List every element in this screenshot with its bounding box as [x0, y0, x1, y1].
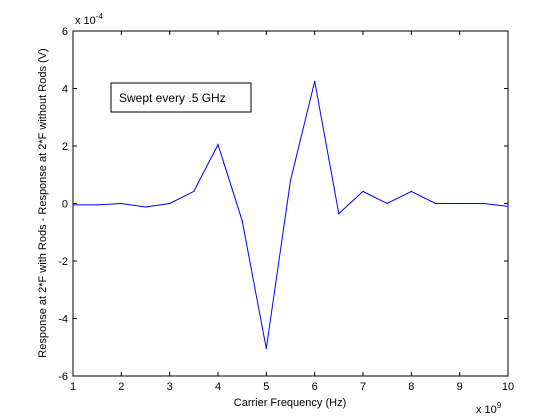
- annotation-box: Swept every .5 GHz: [110, 82, 252, 113]
- x-tick-label: 7: [360, 381, 366, 393]
- data-point: [362, 190, 364, 192]
- x-axis-tick-labels: 1 2 3 4 5 6 7 8 9 10: [70, 381, 514, 393]
- y-tick-label: -6: [58, 371, 68, 383]
- y-tick-label: 6: [62, 26, 68, 38]
- y-tick-label: -4: [58, 314, 68, 326]
- y-tick-label: -2: [58, 256, 68, 268]
- y-tick-label: 2: [62, 141, 68, 153]
- annotation-frame: [110, 82, 252, 113]
- data-point: [434, 202, 437, 205]
- x-tick-label: 1: [70, 381, 76, 393]
- data-point: [72, 204, 74, 206]
- data-point: [265, 348, 267, 350]
- x-axis-exponent: x 109: [476, 401, 502, 416]
- data-point: [289, 179, 292, 182]
- x-tick-label: 4: [215, 381, 221, 393]
- data-point: [507, 205, 509, 207]
- data-point: [169, 202, 171, 205]
- data-point: [459, 202, 461, 205]
- data-point: [314, 80, 316, 82]
- x-tick-label: 10: [502, 381, 514, 393]
- y-axis-tick-labels: -6 -4 -2 0 2 4 6: [58, 26, 68, 383]
- x-tick-label: 3: [167, 381, 173, 393]
- y-axis-ticks: [73, 30, 508, 377]
- x-tick-label: 5: [263, 381, 269, 393]
- x-tick-label: 8: [408, 381, 414, 393]
- annotation-text: Swept every .5 GHz: [119, 91, 226, 105]
- data-point: [338, 213, 340, 215]
- data-point: [193, 190, 195, 192]
- data-point: [217, 144, 219, 146]
- x-axis-ticks: [72, 31, 509, 376]
- data-point: [120, 202, 122, 205]
- y-axis-exponent: x 10-4: [75, 12, 103, 27]
- data-point: [96, 204, 98, 206]
- y-tick-label: 0: [62, 199, 68, 211]
- data-point: [144, 206, 147, 208]
- series-layer: [72, 80, 509, 350]
- y-tick-label: 4: [62, 84, 68, 96]
- data-point: [241, 220, 243, 222]
- y-axis-label: Response at 2*F with Rods - Response at …: [37, 48, 49, 357]
- x-tick-label: 2: [118, 381, 124, 393]
- x-tick-label: 6: [312, 381, 318, 393]
- data-point: [386, 202, 388, 205]
- data-point: [410, 190, 412, 192]
- x-tick-label: 9: [457, 381, 463, 393]
- x-axis-label: Carrier Frequency (Hz): [234, 397, 346, 409]
- data-point: [483, 202, 485, 205]
